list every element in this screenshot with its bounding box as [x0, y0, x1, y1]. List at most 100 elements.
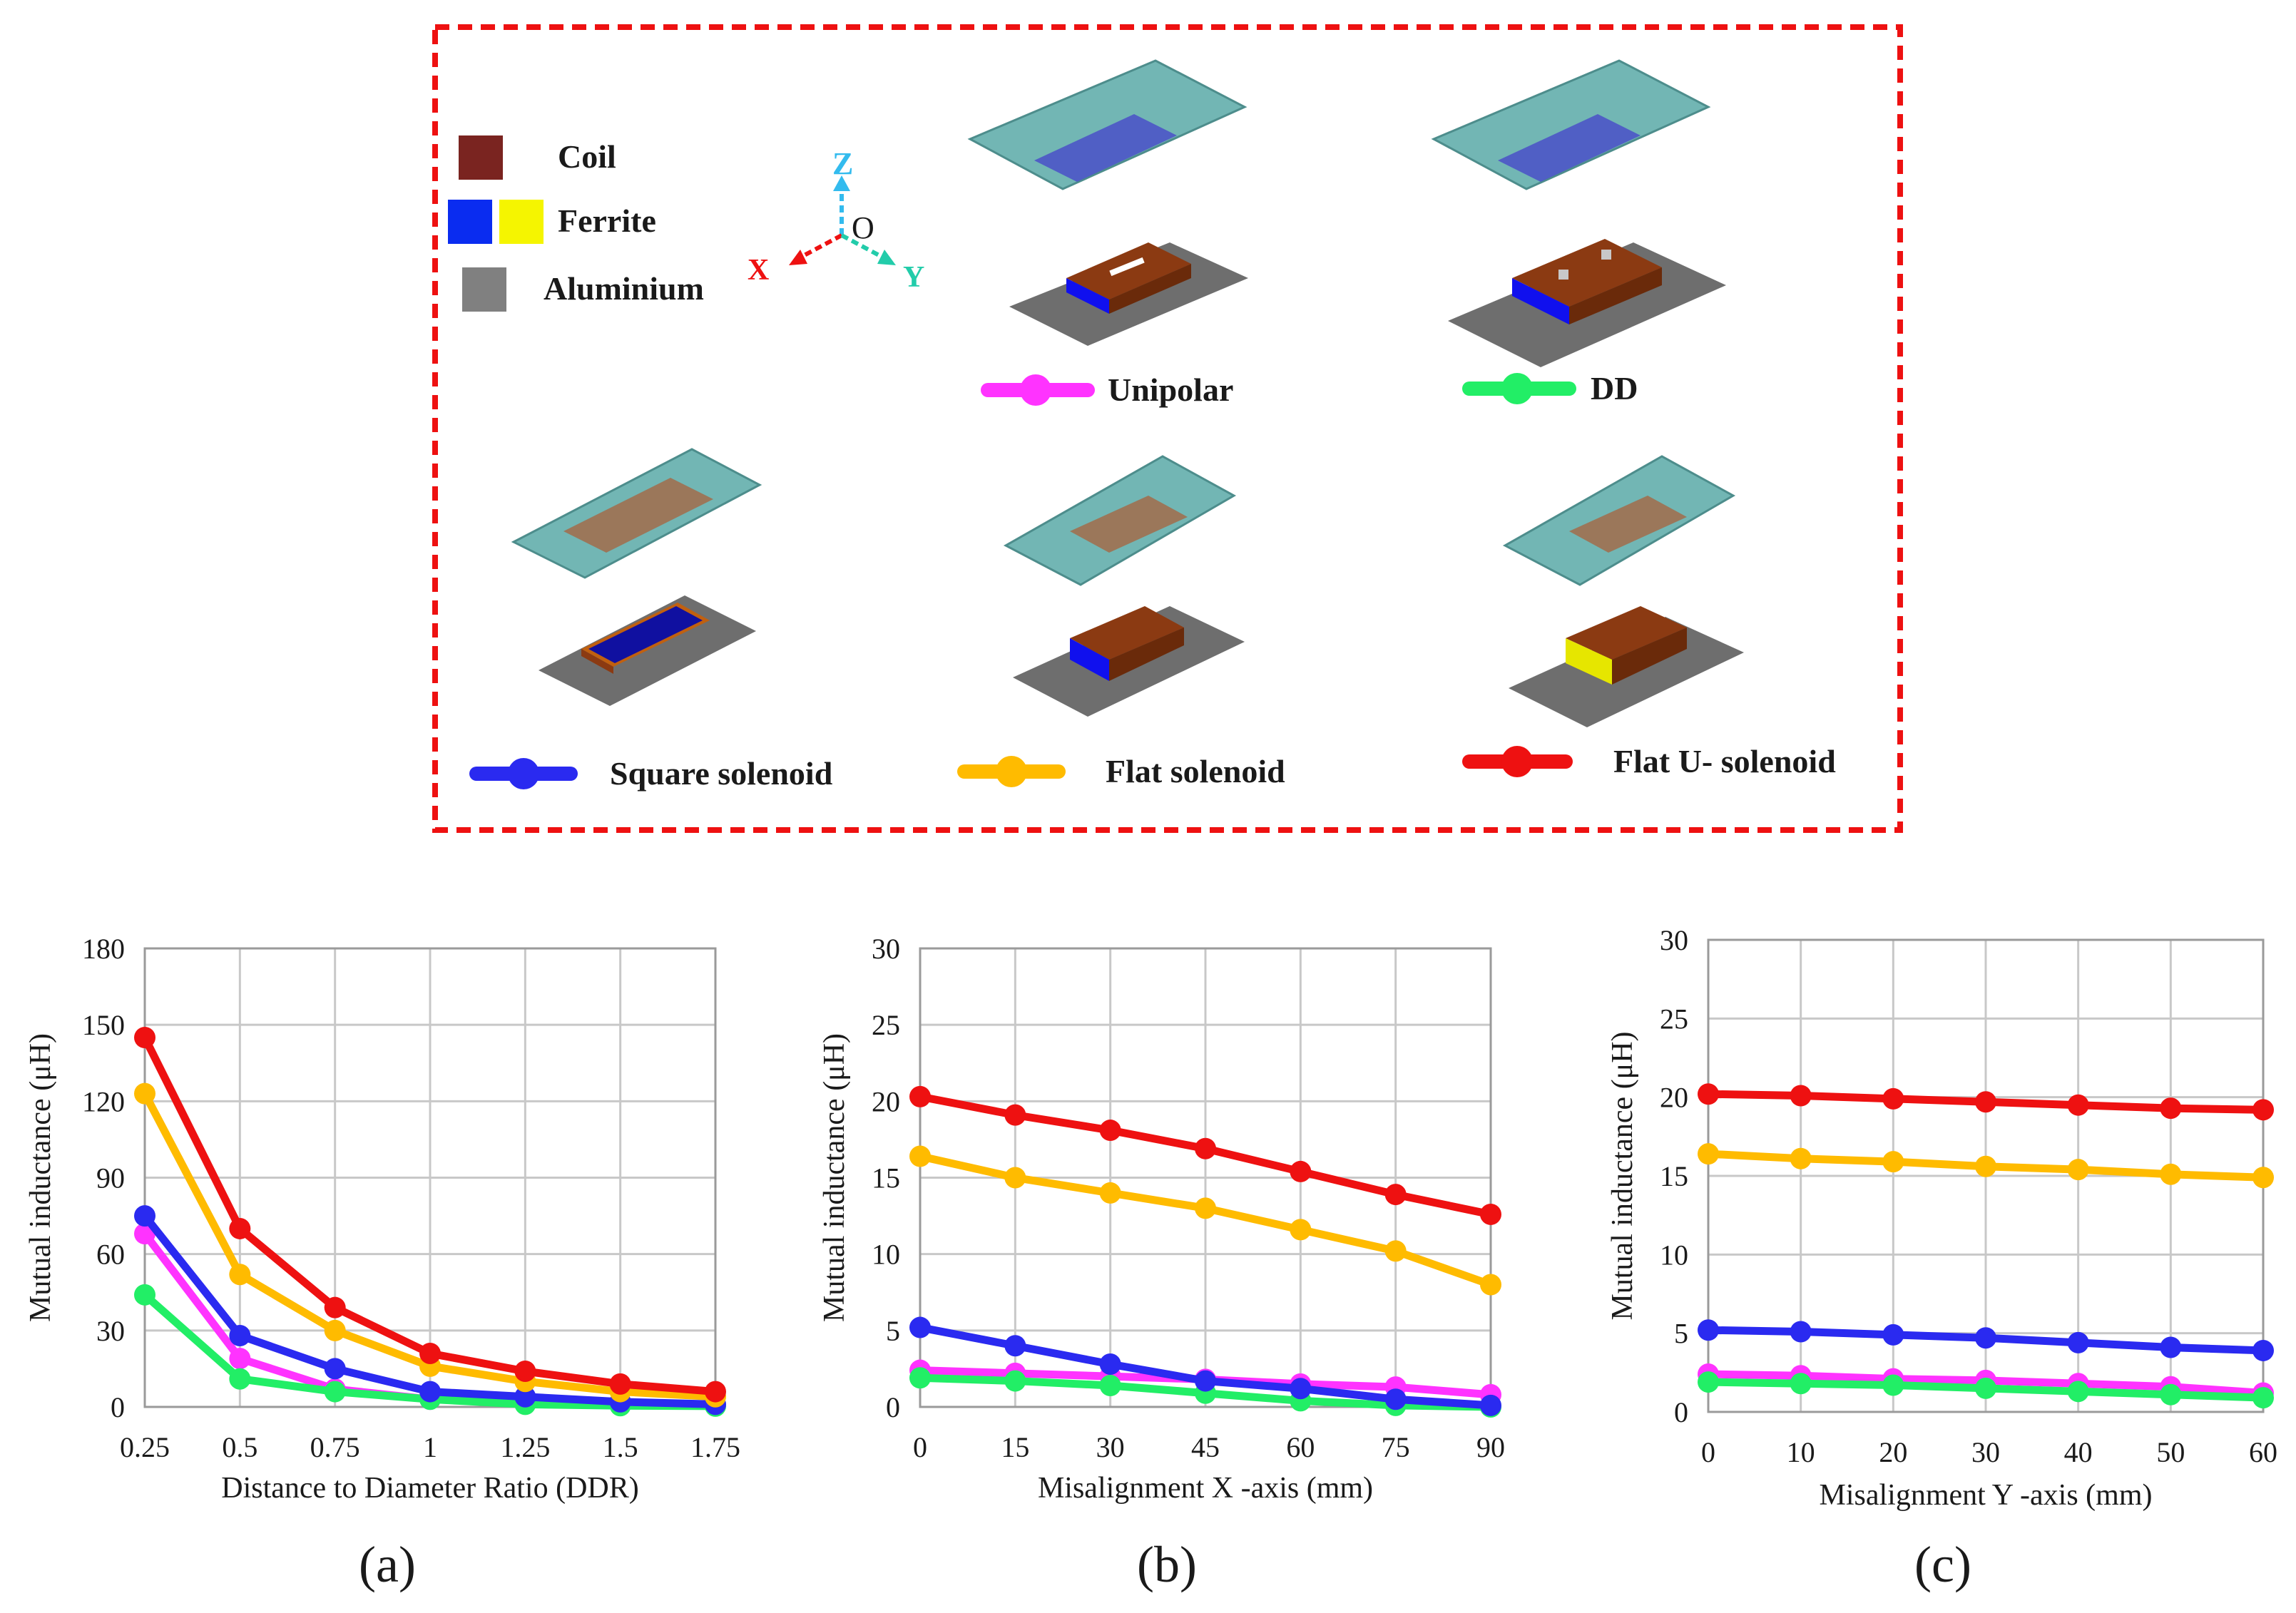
axis-y-label: Y — [903, 261, 924, 294]
y-tick-label: 120 — [82, 1085, 125, 1117]
axis-origin-label: O — [852, 210, 874, 245]
chart-caption: (c) — [1914, 1536, 1971, 1593]
data-point — [2160, 1097, 2182, 1120]
y-tick-label: 60 — [96, 1239, 125, 1271]
y-axis-label: Mutual inductance (μH) — [24, 1033, 57, 1322]
data-point — [134, 1205, 155, 1227]
data-point — [324, 1358, 346, 1380]
chart-c: 0 5 10 15 20 25 30 0 10 20 30 40 50 60 Misalignment Y … — [1606, 924, 2277, 1593]
svg-text:DD: DD — [1591, 370, 1638, 406]
chart-b: 0 5 10 15 20 25 30 0 15 30 45 60 75 90 Misalignment X … — [818, 933, 1505, 1593]
data-point — [324, 1296, 346, 1318]
x-tick-label: 75 — [1382, 1431, 1410, 1463]
x-axis-label: Misalignment Y -axis (mm) — [1820, 1479, 2153, 1512]
chart-caption: (a) — [359, 1536, 416, 1593]
svg-text:Flat solenoid: Flat solenoid — [1106, 753, 1285, 789]
data-point — [2252, 1099, 2274, 1121]
coil-label: Coil — [558, 138, 616, 175]
chart-caption: (b) — [1137, 1536, 1197, 1593]
data-point — [1480, 1274, 1501, 1296]
x-tick-label: 40 — [2064, 1436, 2093, 1468]
x-tick-label: 0.5 — [222, 1431, 257, 1463]
square-solenoid-pad-model — [511, 448, 762, 706]
legend-flat-solenoid: Flat solenoid — [957, 753, 1285, 789]
x-axis-label: Misalignment X -axis (mm) — [1038, 1472, 1373, 1505]
y-tick-label: 15 — [872, 1162, 900, 1194]
data-point — [2067, 1381, 2089, 1403]
data-point — [324, 1319, 346, 1341]
y-tick-label: 5 — [1674, 1318, 1688, 1350]
data-point — [324, 1381, 346, 1403]
data-point — [909, 1085, 931, 1107]
data-point — [1004, 1335, 1026, 1357]
data-point — [1975, 1377, 1996, 1399]
aluminium-swatch — [462, 267, 506, 312]
data-point — [134, 1284, 155, 1306]
y-tick-label: 0 — [1674, 1396, 1688, 1428]
x-tick-label: 30 — [1971, 1436, 2000, 1468]
y-tick-label: 0 — [111, 1391, 125, 1423]
dashed-frame — [432, 24, 1903, 833]
x-tick-label: 0.75 — [310, 1431, 360, 1463]
data-point — [705, 1381, 726, 1403]
coil-swatch — [459, 135, 503, 180]
svg-text:Flat U- solenoid: Flat U- solenoid — [1613, 743, 1836, 779]
data-point — [2160, 1163, 2182, 1185]
data-point — [1004, 1167, 1026, 1189]
data-point — [229, 1324, 251, 1346]
data-point — [1480, 1394, 1501, 1416]
axis-z-label: Z — [832, 146, 853, 181]
legend-square-solenoid: Square solenoid — [469, 755, 833, 792]
y-tick-label: 10 — [872, 1239, 900, 1271]
y-tick-label: 30 — [1660, 924, 1688, 956]
legend-flat-u-solenoid: Flat U- solenoid — [1462, 743, 1836, 779]
x-tick-label: 60 — [1286, 1431, 1315, 1463]
x-tick-label: 15 — [1001, 1431, 1029, 1463]
data-point — [229, 1264, 251, 1286]
data-point — [1004, 1370, 1026, 1392]
x-tick-label: 1 — [423, 1431, 437, 1463]
x-tick-label: 60 — [2249, 1436, 2277, 1468]
data-point — [909, 1145, 931, 1167]
x-tick-label: 1.75 — [690, 1431, 740, 1463]
x-tick-label: 1.5 — [603, 1431, 638, 1463]
data-point — [1384, 1388, 1407, 1410]
dd-pad-model — [1431, 59, 1726, 367]
data-point — [134, 1027, 155, 1049]
y-tick-label: 20 — [1660, 1082, 1688, 1114]
data-point — [1004, 1104, 1026, 1126]
topology-legend: Unipolar DD Square solenoid Flat solenoi… — [469, 370, 1836, 792]
data-point — [1195, 1137, 1216, 1159]
data-point — [1975, 1327, 1996, 1349]
y-tick-label: 30 — [872, 933, 900, 965]
x-tick-label: 50 — [2156, 1436, 2185, 1468]
y-tick-label: 20 — [872, 1085, 900, 1117]
chart-a: 0 30 60 90 120 150 180 0.25 0.5 0.75 1 1.25 1.5 1.75 D… — [24, 933, 740, 1593]
data-point — [1290, 1160, 1312, 1182]
data-point — [1790, 1321, 1812, 1343]
data-point — [1698, 1083, 1719, 1105]
svg-text:Unipolar: Unipolar — [1108, 372, 1233, 408]
y-tick-label: 90 — [96, 1162, 125, 1194]
data-point — [2252, 1167, 2274, 1189]
flat-solenoid-pad-model — [1003, 455, 1245, 717]
data-point — [514, 1386, 536, 1408]
data-point — [419, 1342, 441, 1364]
data-point — [1790, 1085, 1812, 1107]
data-point — [1099, 1374, 1121, 1396]
y-tick-label: 180 — [82, 933, 125, 965]
x-tick-label: 10 — [1787, 1436, 1815, 1468]
data-point — [2067, 1094, 2089, 1116]
svg-text:Square solenoid: Square solenoid — [610, 755, 833, 792]
y-tick-label: 30 — [96, 1315, 125, 1347]
schematic-panel: Coil Ferrite Aluminium Z X Y O — [432, 24, 1903, 833]
data-point — [1790, 1147, 1812, 1169]
y-tick-label: 150 — [82, 1009, 125, 1041]
data-point — [1099, 1182, 1121, 1204]
data-point — [909, 1316, 931, 1338]
legend-unipolar: Unipolar — [981, 372, 1233, 408]
data-point — [1099, 1120, 1121, 1142]
data-point — [1882, 1323, 1904, 1346]
y-axis-label: Mutual inductance (μH) — [1606, 1031, 1639, 1320]
